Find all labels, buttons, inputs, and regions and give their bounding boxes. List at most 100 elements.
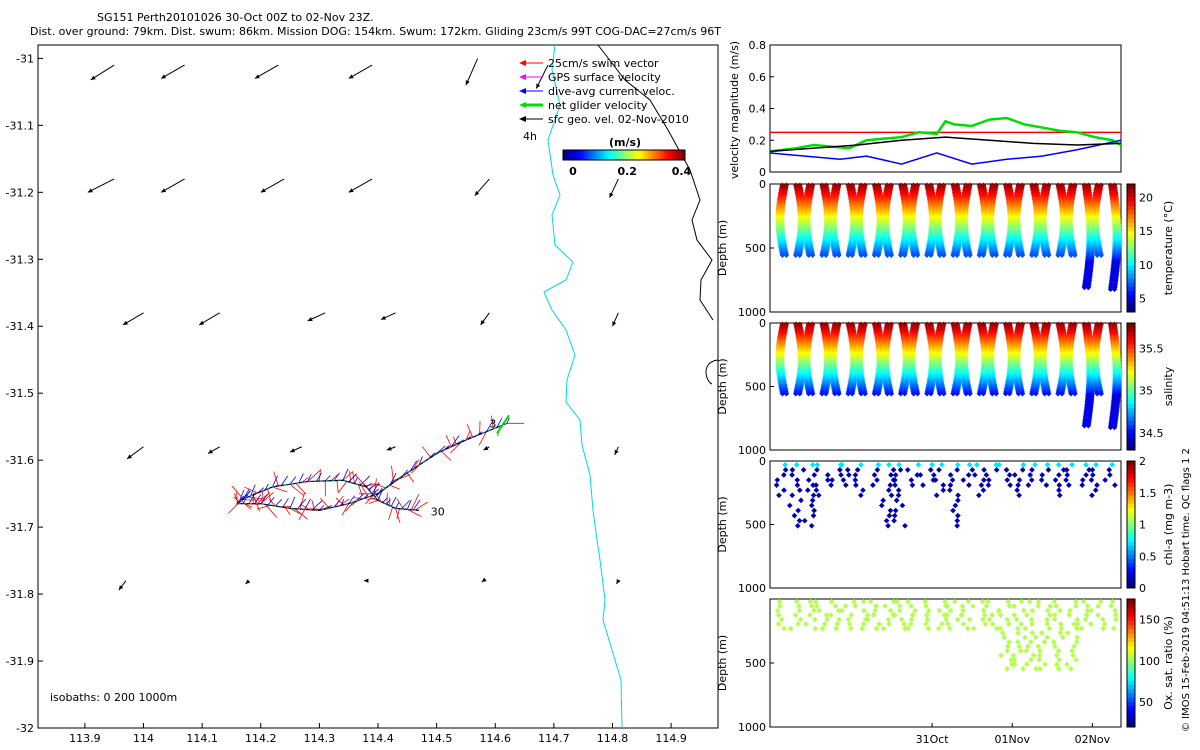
temperature-colorbar-swatch bbox=[1127, 290, 1135, 296]
dac-vector bbox=[264, 483, 269, 491]
chla-colorbar-swatch bbox=[1127, 541, 1135, 547]
colorbar-swatch bbox=[608, 150, 613, 160]
geo-velocity-arrowhead bbox=[118, 585, 124, 591]
swim-vector bbox=[341, 503, 350, 516]
velocity-ytick-label: 0.2 bbox=[749, 134, 767, 147]
dac-vector bbox=[401, 500, 410, 510]
dac-vector bbox=[260, 493, 269, 504]
chla-colorbar-swatch bbox=[1127, 558, 1135, 564]
swim-vector bbox=[236, 490, 238, 504]
dac-vector bbox=[390, 496, 397, 507]
map-xtick-label: 114.2 bbox=[245, 732, 277, 745]
colorbar-swatch bbox=[672, 150, 677, 160]
salinity-sample bbox=[832, 390, 838, 397]
colorbar-swatch bbox=[648, 150, 652, 160]
dac-vector bbox=[238, 489, 245, 503]
temperature-colorbar-swatch bbox=[1127, 282, 1135, 287]
chla-colorbar-swatch bbox=[1127, 566, 1135, 572]
temperature-colorbar-swatch bbox=[1127, 265, 1135, 270]
temperature-sample bbox=[1094, 252, 1101, 258]
dac-vector bbox=[297, 498, 307, 510]
colorbar-tick-label: 0.4 bbox=[672, 165, 692, 178]
swim-vector bbox=[453, 436, 457, 445]
velocity-series-sfc bbox=[769, 136, 1122, 153]
dac-vector bbox=[371, 482, 380, 494]
map-xtick-label: 114 bbox=[133, 732, 154, 745]
dac-vector bbox=[406, 499, 412, 510]
dac-vector bbox=[348, 473, 357, 483]
swim-vector bbox=[256, 504, 271, 510]
velocity-axes-box bbox=[769, 44, 1122, 173]
shelf-contour-fragment bbox=[705, 359, 719, 385]
salinity-colorbar-swatch bbox=[1127, 378, 1135, 383]
map-xtick-label: 113.9 bbox=[69, 732, 101, 745]
figure-title-line1: SG151 Perth20101026 30-Oct 00Z to 02-Nov… bbox=[97, 11, 374, 24]
temperature-sample bbox=[924, 252, 930, 258]
swim-vector bbox=[268, 498, 276, 507]
temperature-colorbar-swatch bbox=[1127, 248, 1135, 253]
dac-vector bbox=[304, 498, 311, 510]
chla-colorbar-swatch bbox=[1127, 482, 1135, 487]
temperature-sample bbox=[1059, 252, 1065, 258]
temperature-colorbar-swatch bbox=[1127, 307, 1135, 313]
legend-label: dive-avg current veloc. bbox=[548, 85, 675, 98]
dac-vector bbox=[333, 473, 339, 481]
temperature-sample bbox=[832, 252, 838, 258]
colorbar-swatch bbox=[681, 150, 686, 160]
dac-vector bbox=[316, 473, 322, 482]
geo-velocity-arrow bbox=[87, 178, 115, 193]
swim-vector bbox=[441, 450, 452, 461]
temperature-sample bbox=[1032, 252, 1039, 258]
chla-colorbar-tick-label: 2 bbox=[1139, 455, 1146, 468]
temperature-sample bbox=[1006, 252, 1013, 258]
temperature-colorbar-swatch bbox=[1127, 239, 1135, 245]
colorbar-swatch bbox=[605, 150, 610, 160]
chla-colorbar-tick-label: 0.5 bbox=[1139, 550, 1157, 563]
geo-velocity-arrowhead bbox=[480, 319, 485, 325]
temperature-colorbar-swatch bbox=[1127, 226, 1135, 232]
dac-vector bbox=[267, 496, 275, 506]
geo-velocity-arrowhead bbox=[616, 579, 621, 585]
swim-vector bbox=[244, 503, 253, 508]
colorbar-tick-label: 0.2 bbox=[617, 165, 637, 178]
colorbar-swatch bbox=[651, 150, 655, 160]
dac-vector bbox=[486, 420, 494, 432]
geo-velocity-arrowhead bbox=[380, 315, 386, 320]
colorbar-swatch bbox=[624, 150, 628, 160]
temperature-colorbar-swatch bbox=[1127, 213, 1135, 219]
shelf-contour bbox=[597, 44, 714, 321]
swim-vector bbox=[337, 481, 348, 494]
swim-vector bbox=[366, 497, 377, 500]
temperature-sample bbox=[871, 252, 878, 258]
temperature-colorbar-swatch bbox=[1127, 294, 1135, 300]
salinity-colorbar-swatch bbox=[1127, 437, 1135, 443]
temperature-colorbar-swatch bbox=[1127, 235, 1135, 240]
temperature-colorbar-swatch bbox=[1127, 222, 1135, 228]
temperature-colorbar-swatch bbox=[1127, 277, 1135, 283]
map-ytick-label: -31.7 bbox=[6, 521, 34, 534]
map-ytick-label: -31 bbox=[16, 52, 34, 65]
temperature-colorbar-tick-label: 20 bbox=[1139, 191, 1153, 204]
salinity-colorbar-swatch bbox=[1127, 373, 1135, 379]
swim-vector bbox=[336, 480, 339, 493]
swim-vector bbox=[450, 442, 462, 454]
temperature-colorbar-tick-label: 15 bbox=[1139, 225, 1153, 238]
colorbar-swatch bbox=[590, 150, 594, 160]
glider-track-overlay bbox=[236, 423, 508, 511]
chla-colorbar-swatch bbox=[1127, 575, 1135, 581]
salinity-sample bbox=[823, 390, 829, 397]
dac-vector bbox=[370, 488, 380, 497]
map-ytick-label: -31.4 bbox=[6, 320, 34, 333]
salinity-sample bbox=[783, 390, 790, 397]
colorbar-swatch bbox=[602, 150, 607, 160]
chla-colorbar-swatch bbox=[1127, 545, 1135, 551]
swim-vector bbox=[388, 506, 394, 520]
temperature-sample bbox=[862, 252, 868, 258]
map-xtick-label: 114.1 bbox=[186, 732, 218, 745]
colorbar-swatch bbox=[569, 150, 573, 160]
salinity-colorbar-swatch bbox=[1127, 348, 1135, 354]
dac-vector bbox=[311, 500, 323, 511]
temperature-sample bbox=[1045, 252, 1052, 258]
